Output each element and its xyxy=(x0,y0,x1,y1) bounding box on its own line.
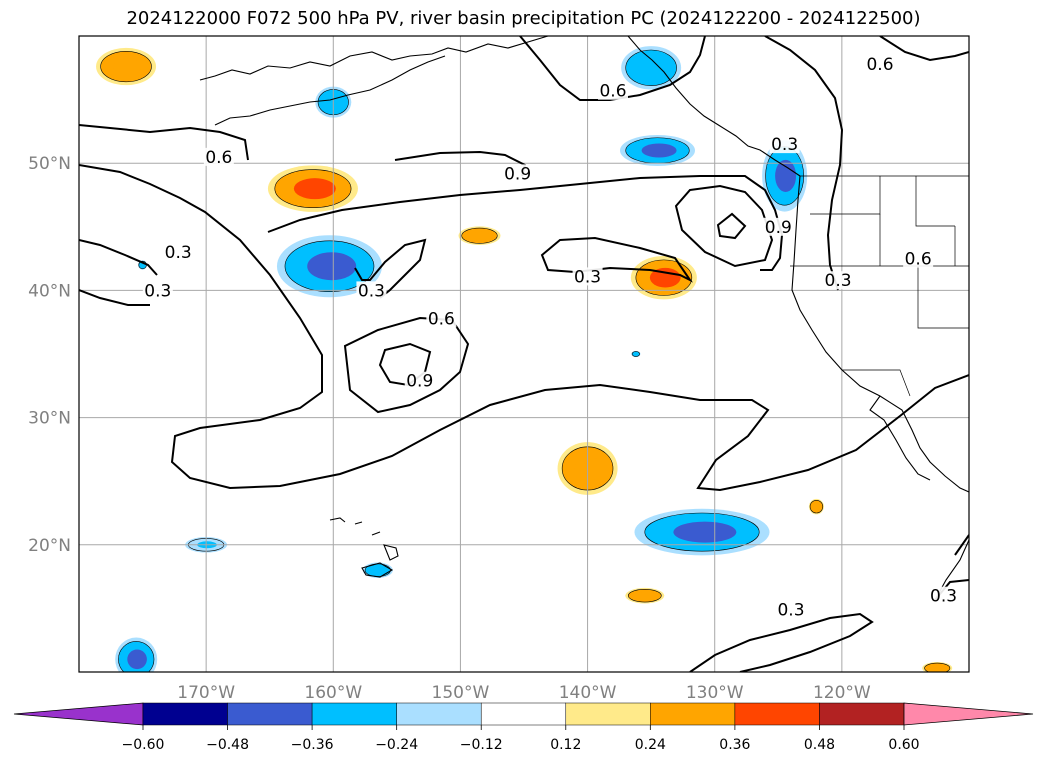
colorbar-cell xyxy=(819,702,905,726)
colorbar-cell xyxy=(734,702,820,726)
colorbar-extend-high xyxy=(903,702,1034,726)
contour-label: 0.3 xyxy=(777,601,804,621)
contour-label: 0.6 xyxy=(205,148,232,168)
contour-0.6-top-right xyxy=(764,36,844,291)
contour-label: 0.9 xyxy=(504,164,531,184)
political-borders xyxy=(790,175,969,397)
contour-0.3-ring-left xyxy=(354,238,427,299)
precip-blob-14 xyxy=(115,637,158,672)
precip-blob-1 xyxy=(267,165,358,212)
colorbar-tick-label: 0.24 xyxy=(635,737,666,753)
contour-label: 0.9 xyxy=(406,372,433,392)
colorbar-cell xyxy=(142,702,228,726)
contour-label: 0.6 xyxy=(866,55,893,75)
contour-label: 0.3 xyxy=(771,135,798,155)
colorbar-cell xyxy=(480,702,567,726)
lon-tick-label: 160°W xyxy=(304,683,362,703)
contour-0.3-lower xyxy=(689,612,874,672)
contour-label: 0.3 xyxy=(144,281,171,301)
contour-label: 0.3 xyxy=(574,267,601,287)
precip-blob-13 xyxy=(362,562,393,578)
contour-label: 0.6 xyxy=(599,82,626,102)
plot-area xyxy=(79,36,969,672)
lon-tick-label: 170°W xyxy=(177,683,235,703)
lat-tick-label: 30°N xyxy=(28,409,71,429)
contour-0.6-upper-right xyxy=(879,36,969,62)
lon-tick-label: 140°W xyxy=(559,683,617,703)
precip-blob-4 xyxy=(458,226,501,246)
baja-california xyxy=(869,395,931,481)
colorbar-tick-label: −0.60 xyxy=(122,737,165,753)
lon-tick-label: 120°W xyxy=(813,683,871,703)
contour-label: 0.3 xyxy=(825,271,852,291)
contour-label: 0.6 xyxy=(428,309,455,329)
colorbar-tick-label: 0.60 xyxy=(888,737,919,753)
contour-0.3-west xyxy=(79,239,158,276)
lat-tick-label: 40°N xyxy=(28,281,71,301)
precip-blob-8 xyxy=(762,140,808,212)
map-frame xyxy=(78,35,970,673)
lat-tick-label: 20°N xyxy=(28,536,71,556)
west-coast xyxy=(791,175,969,493)
colorbar-cell xyxy=(565,702,651,726)
colorbar-cell xyxy=(311,702,397,726)
colorbar-tick-label: −0.36 xyxy=(291,737,334,753)
precip-blob-15 xyxy=(808,498,824,515)
precip-blob-2 xyxy=(276,235,382,298)
latitude-tick-labels: 50°N 40°N 30°N 20°N xyxy=(28,154,71,556)
contour-0.3-mid xyxy=(267,175,784,271)
precip-blob-11 xyxy=(625,587,665,604)
colorbar-tick-label: −0.24 xyxy=(375,737,418,753)
colorbar-tick-label: −0.12 xyxy=(460,737,503,753)
precip-blob-17 xyxy=(631,350,641,358)
contour-0.9-east xyxy=(674,184,774,268)
precip-blob-7 xyxy=(621,46,682,90)
south-island xyxy=(361,562,394,578)
colorbar-cell xyxy=(396,702,482,726)
contour-0.3-west-lower xyxy=(79,289,150,306)
aleutian-islands xyxy=(214,55,446,126)
alaska-panhandle xyxy=(627,36,801,177)
contour-label: 0.6 xyxy=(905,250,932,270)
longitude-tick-labels: 170°W 160°W 150°W 140°W 130°W 120°W xyxy=(177,683,871,703)
precip-blob-18 xyxy=(922,661,953,672)
precip-blob-6 xyxy=(619,134,696,166)
precip-blob-10 xyxy=(634,508,770,556)
colorbar-tick-label: 0.36 xyxy=(719,737,750,753)
contour-label: 0.9 xyxy=(765,218,792,238)
contour-0.6-north xyxy=(79,124,249,161)
contour-0.9-tiny xyxy=(716,212,747,240)
colorbar-tick-label: 0.12 xyxy=(550,737,581,753)
lon-tick-label: 150°W xyxy=(432,683,490,703)
lon-tick-label: 130°W xyxy=(686,683,744,703)
contour-0.6-west xyxy=(79,164,969,492)
contour-label: 0.3 xyxy=(358,281,385,301)
precip-blob-0 xyxy=(96,47,157,86)
hawaii-islands xyxy=(329,517,399,561)
contour-label: 0.3 xyxy=(165,243,192,263)
coastlines xyxy=(199,36,969,601)
contour-label: 0.3 xyxy=(930,587,957,607)
alaska-coast xyxy=(199,36,549,81)
contour-0.3-mexico xyxy=(954,534,969,556)
colorbar-extend-low xyxy=(13,702,144,726)
contour-0.3-center xyxy=(540,236,693,283)
colorbar-tick-label: −0.48 xyxy=(206,737,249,753)
contour-labels: 0.6 0.3 0.3 0.3 0.9 0.6 0.9 0.6 0.3 0.9 0.3 0.6 0.3 0… xyxy=(142,54,959,621)
colorbar-tick-label: 0.48 xyxy=(804,737,835,753)
lat-tick-label: 50°N xyxy=(28,154,71,174)
colorbar: −0.60 −0.48 −0.36 −0.24 −0.12 0.12 0.24 0.36 0.4… xyxy=(13,702,1034,753)
colorbar-cell xyxy=(227,702,313,726)
map-title: 2024122000 F072 500 hPa PV, river basin … xyxy=(126,8,921,29)
precipitation-shading xyxy=(96,46,953,672)
colorbar-cell xyxy=(650,702,736,726)
